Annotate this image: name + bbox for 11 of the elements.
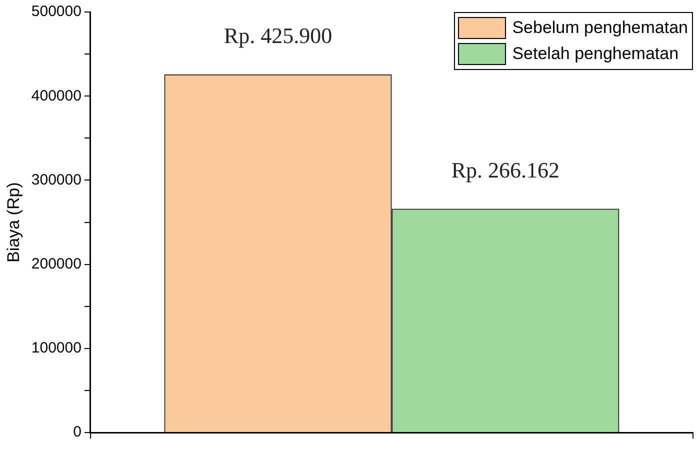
y-tick-label: 300000 [31, 171, 82, 188]
y-tick-label: 400000 [31, 87, 82, 104]
y-tick-label: 200000 [31, 256, 82, 272]
y-tick-label: 0 [73, 424, 82, 441]
data-label: Rp. 425.900 [224, 23, 332, 48]
y-tick-label: 100000 [31, 340, 82, 357]
y-tick-label: 500000 [31, 3, 82, 20]
legend-label: Sebelum penghematan [512, 17, 688, 39]
data-label: Rp. 266.162 [451, 157, 560, 182]
legend-label: Setelah penghematan [512, 43, 679, 65]
y-axis-title: Biaya (Rp) [4, 182, 23, 262]
